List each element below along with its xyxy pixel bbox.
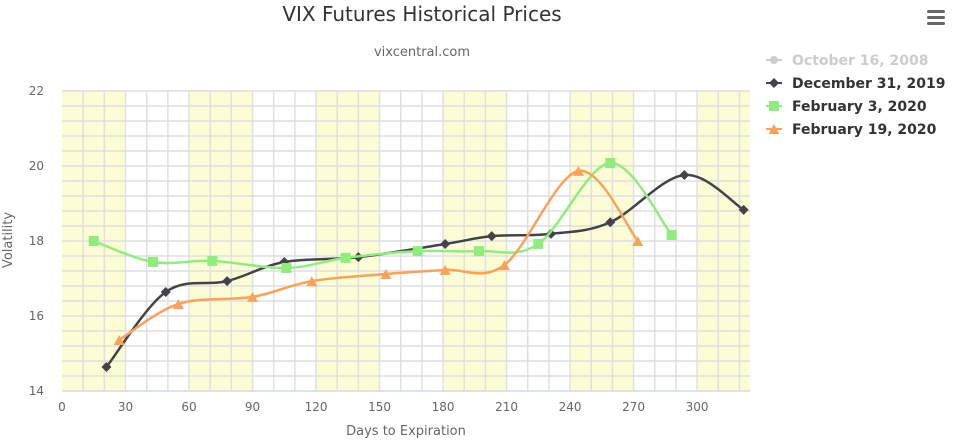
data-point-diamond[interactable] (486, 231, 497, 242)
legend-item[interactable]: October 16, 2008 (766, 53, 928, 69)
legend-item[interactable]: February 3, 2020 (766, 99, 927, 115)
legend-label: February 19, 2020 (792, 122, 937, 138)
data-point-diamond[interactable] (738, 204, 749, 215)
data-point-triangle[interactable] (439, 264, 451, 275)
x-tick-label: 30 (118, 400, 133, 414)
x-tick-label: 90 (245, 400, 260, 414)
data-point-triangle[interactable] (498, 260, 510, 270)
data-point-triangle[interactable] (306, 276, 318, 287)
legend-label: February 3, 2020 (792, 99, 927, 115)
data-point-diamond[interactable] (605, 217, 616, 228)
legend-label: December 31, 2019 (792, 76, 945, 92)
y-tick-label: 16 (29, 309, 44, 323)
legend-square-icon[interactable] (769, 101, 779, 111)
data-point-square[interactable] (281, 263, 292, 273)
data-point-diamond[interactable] (160, 287, 171, 297)
legend-circle-icon[interactable] (770, 56, 778, 64)
x-tick-label: 150 (368, 400, 391, 414)
data-point-diamond[interactable] (101, 362, 112, 372)
data-point-square[interactable] (666, 230, 677, 240)
data-point-triangle[interactable] (632, 236, 644, 246)
series-line (93, 161, 673, 270)
chart-subtitle: vixcentral.com (374, 45, 470, 60)
chart-title: VIX Futures Historical Prices (282, 2, 561, 26)
x-tick-label: 300 (686, 400, 709, 414)
x-tick-label: 240 (559, 400, 582, 414)
series-1 (101, 170, 749, 372)
legend-label: October 16, 2008 (792, 53, 928, 69)
x-tick-label: 60 (181, 400, 196, 414)
x-tick-label: 180 (432, 400, 455, 414)
data-point-diamond[interactable] (222, 276, 233, 287)
data-point-triangle[interactable] (113, 335, 125, 345)
data-point-diamond[interactable] (546, 228, 557, 239)
data-point-diamond[interactable] (440, 239, 451, 249)
data-point-square[interactable] (605, 158, 616, 168)
series-2 (88, 158, 677, 273)
data-point-triangle[interactable] (380, 269, 392, 279)
data-point-square[interactable] (412, 246, 423, 257)
data-point-square[interactable] (148, 257, 159, 267)
y-axis-label: Volatility (1, 212, 16, 268)
series-line (118, 169, 639, 342)
y-tick-label: 14 (29, 384, 44, 398)
legend-diamond-icon[interactable] (769, 78, 779, 88)
x-tick-label: 120 (305, 400, 328, 414)
x-tick-label: 0 (58, 400, 66, 414)
data-point-square[interactable] (340, 252, 351, 263)
data-point-diamond[interactable] (679, 170, 690, 180)
series-3 (113, 165, 644, 345)
y-tick-label: 20 (29, 159, 44, 173)
legend-item[interactable]: February 19, 2020 (766, 122, 937, 138)
x-axis-label: Days to Expiration (346, 424, 466, 439)
hamburger-menu-icon[interactable] (927, 10, 945, 25)
data-point-triangle[interactable] (573, 165, 585, 176)
data-point-square[interactable] (533, 239, 544, 249)
legend-triangle-icon[interactable] (768, 124, 780, 134)
x-tick-label: 270 (622, 400, 645, 414)
data-point-square[interactable] (207, 255, 218, 266)
y-tick-label: 18 (29, 234, 44, 248)
legend-item[interactable]: December 31, 2019 (766, 76, 945, 92)
data-point-square[interactable] (474, 246, 485, 257)
data-point-triangle[interactable] (247, 291, 259, 302)
data-point-triangle[interactable] (172, 299, 184, 309)
x-tick-label: 210 (495, 400, 518, 414)
data-point-square[interactable] (88, 236, 99, 246)
y-tick-label: 22 (29, 84, 44, 98)
